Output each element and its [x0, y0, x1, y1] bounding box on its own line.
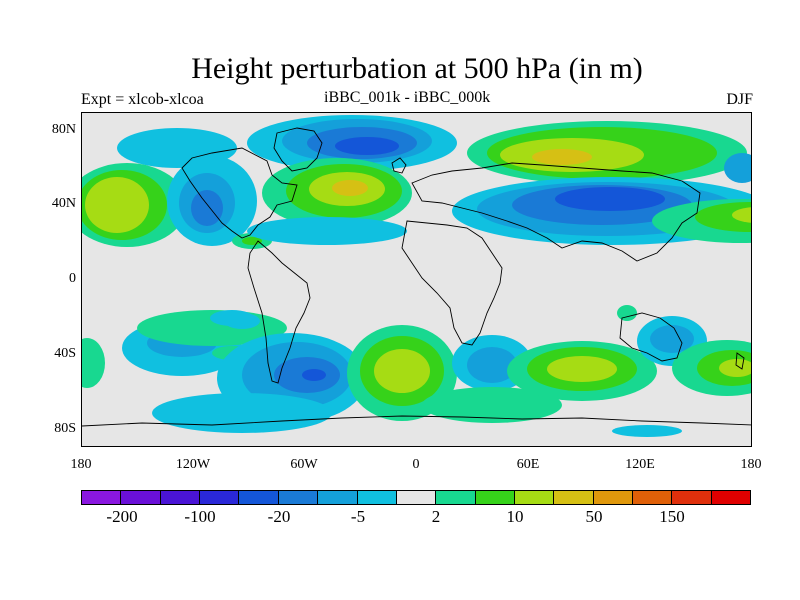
experiment-label: Expt = xlcob-xlcoa — [81, 91, 204, 108]
height-perturbation-map — [82, 113, 751, 446]
colorbar-swatch — [554, 491, 594, 504]
colorbar-swatch — [672, 491, 712, 504]
contour-region — [332, 180, 368, 196]
contour-regions — [82, 115, 751, 437]
contour-region — [555, 187, 665, 211]
colorbar-swatch — [633, 491, 673, 504]
contour-region — [724, 153, 751, 183]
contour-region — [422, 387, 562, 423]
contour-region — [374, 349, 430, 393]
contour-region — [191, 190, 223, 226]
coastline-outlines — [82, 127, 751, 427]
colorbar-swatch — [436, 491, 476, 504]
lat-label: 0 — [69, 271, 76, 286]
contour-region — [152, 393, 332, 433]
colorbar-label: -200 — [106, 507, 138, 526]
coastline — [273, 127, 323, 172]
contour-region — [82, 338, 105, 388]
contour-region — [85, 177, 149, 233]
coastline — [181, 147, 298, 239]
colorbar-swatch — [239, 491, 279, 504]
contour-region — [467, 347, 517, 383]
colorbar-swatch — [475, 491, 515, 504]
contour-region — [247, 217, 407, 245]
contour-region — [302, 369, 326, 381]
contour-region — [650, 325, 694, 353]
lon-label: 180 — [740, 457, 762, 472]
colorbar-swatch — [711, 491, 751, 504]
season-label: DJF — [726, 91, 753, 108]
colorbar-label: 50 — [585, 507, 603, 526]
lon-label: 60E — [516, 457, 540, 472]
contour-region — [732, 207, 751, 223]
lon-label: 120E — [625, 457, 655, 472]
colorbar-swatch — [278, 491, 319, 504]
contour-region — [210, 310, 254, 326]
colorbar-label: -100 — [184, 507, 216, 526]
coastline — [401, 220, 503, 346]
contour-region — [612, 425, 682, 437]
coastline — [247, 240, 311, 384]
colorbar-swatch — [121, 491, 161, 504]
colorbar-swatch — [200, 491, 240, 504]
contour-region — [335, 137, 399, 155]
lon-label: 0 — [412, 457, 420, 472]
colorbar-label: -5 — [350, 507, 366, 526]
contour-region — [617, 305, 637, 321]
lat-label: 80N — [51, 122, 76, 137]
colorbar-label: 2 — [431, 507, 441, 526]
contour-region — [695, 202, 751, 232]
colorbar-label: 10 — [506, 507, 524, 526]
lat-label: 40N — [51, 196, 76, 211]
map-panel — [81, 112, 752, 447]
lon-label: 180 — [70, 457, 92, 472]
coastline — [619, 312, 683, 362]
lat-label: 80S — [54, 421, 76, 436]
colorbar-label: -20 — [267, 507, 291, 526]
colorbar-swatch — [357, 491, 397, 504]
colorbar-swatch — [160, 491, 201, 504]
coastline — [411, 162, 701, 262]
colorbar-swatch — [593, 491, 634, 504]
chart-title: Height perturbation at 500 hPa (in m) — [191, 52, 643, 85]
colorbar-swatch — [396, 491, 437, 504]
colorbar — [81, 490, 751, 505]
colorbar-swatch — [82, 491, 122, 504]
coastline — [735, 352, 745, 370]
coastline — [391, 157, 407, 174]
contour-region — [547, 356, 617, 382]
coastline — [82, 415, 751, 427]
lon-label: 120W — [175, 457, 211, 472]
colorbar-swatch — [514, 491, 555, 504]
lat-label: 40S — [54, 346, 76, 361]
colorbar-swatch — [318, 491, 358, 504]
colorbar-label: 150 — [659, 507, 685, 526]
run-difference-label: iBBC_001k - iBBC_000k — [324, 89, 491, 106]
lon-label: 60W — [290, 457, 318, 472]
contour-region — [532, 149, 592, 165]
